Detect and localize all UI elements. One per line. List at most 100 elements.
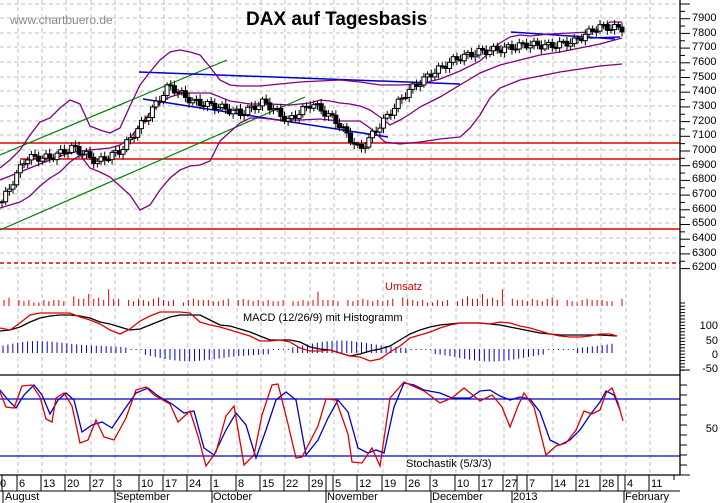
candle <box>94 160 100 164</box>
x-day-label: 15 <box>262 478 275 490</box>
x-day-label: 28 <box>602 478 615 490</box>
candle <box>21 163 27 166</box>
x-day-label: 21 <box>578 478 591 490</box>
x-day-label: 10 <box>457 478 470 490</box>
candle <box>333 114 339 124</box>
candle <box>91 156 97 164</box>
candle <box>124 139 130 151</box>
candle <box>344 126 350 134</box>
candle <box>597 24 603 32</box>
candle <box>6 188 12 192</box>
candle <box>160 94 166 102</box>
candlesticks <box>0 19 625 207</box>
candle <box>432 72 438 78</box>
grid-vertical <box>17 0 651 475</box>
candle <box>39 157 45 162</box>
candle <box>149 106 155 119</box>
candle <box>461 53 467 62</box>
candle <box>311 104 317 109</box>
price-tick: 6700 <box>692 188 717 200</box>
price-tick: 7200 <box>692 115 717 127</box>
candle <box>421 76 427 86</box>
macd-tick: 0 <box>711 349 718 361</box>
candle <box>472 54 478 58</box>
candle <box>14 172 20 186</box>
candle <box>65 151 71 154</box>
candle <box>454 56 460 61</box>
candle <box>102 156 108 161</box>
price-tick: 6600 <box>692 203 717 215</box>
candle <box>263 98 269 104</box>
candle <box>384 113 390 119</box>
candle <box>557 41 563 49</box>
candle <box>72 144 78 148</box>
price-tick: 6800 <box>692 173 717 185</box>
candle <box>502 46 508 54</box>
price-tick: 7400 <box>692 85 717 97</box>
x-day-label: 0 <box>0 478 7 490</box>
candle <box>278 108 284 117</box>
candle <box>0 201 5 204</box>
candle <box>447 61 453 69</box>
x-day-label: 6 <box>19 478 26 490</box>
x-day-label: 4 <box>627 478 634 490</box>
x-tick-marks <box>1 475 675 503</box>
price-tick: 7300 <box>692 100 717 112</box>
x-month-label: February <box>625 491 670 503</box>
candle <box>348 132 354 144</box>
x-month-label: September <box>116 491 170 503</box>
candle <box>215 107 221 110</box>
x-month-label: October <box>213 491 253 503</box>
candle <box>10 184 16 190</box>
macd-tick: 100 <box>699 320 718 332</box>
candle <box>377 127 383 133</box>
x-day-label: 14 <box>554 478 567 490</box>
candle <box>296 114 302 119</box>
candle <box>230 109 236 115</box>
candle <box>164 84 170 96</box>
candle <box>223 103 229 110</box>
candle <box>32 153 38 157</box>
candle <box>337 122 343 129</box>
candle <box>582 33 588 42</box>
candle <box>568 43 574 47</box>
x-month-label: December <box>432 491 483 503</box>
candle <box>69 144 75 153</box>
candle <box>571 37 577 45</box>
candle <box>208 101 214 104</box>
price-tick: 7000 <box>692 144 717 156</box>
candle <box>61 149 67 154</box>
candle <box>381 117 387 129</box>
candle <box>138 120 144 130</box>
candle <box>3 190 9 203</box>
candle <box>212 102 218 110</box>
x-day-label: 3 <box>432 478 439 490</box>
candle <box>146 117 152 122</box>
candle <box>480 48 486 51</box>
candle <box>197 98 203 106</box>
x-day-label: 20 <box>67 478 80 490</box>
candle <box>300 106 306 116</box>
candle <box>590 28 596 33</box>
price-tick: 7100 <box>692 129 717 141</box>
price-tick: 7500 <box>692 71 717 83</box>
price-tick: 6200 <box>692 261 717 273</box>
candle <box>171 85 177 94</box>
candle <box>54 152 60 161</box>
volume-bars <box>3 289 623 306</box>
x-day-label: 17 <box>165 478 178 490</box>
x-day-label: 17 <box>481 478 494 490</box>
stoch-lines <box>0 381 624 469</box>
candle <box>516 42 522 50</box>
candle <box>513 48 519 51</box>
candle <box>406 88 412 98</box>
x-day-label: 19 <box>384 478 397 490</box>
price-tick: 7900 <box>692 12 717 24</box>
candle <box>182 90 188 98</box>
candle <box>436 65 442 74</box>
candle <box>109 151 115 161</box>
price-tick: 6300 <box>692 247 717 259</box>
stoch-levels <box>0 398 680 457</box>
chart-title: DAX auf Tagesbasis <box>246 9 428 30</box>
candle <box>47 153 53 159</box>
